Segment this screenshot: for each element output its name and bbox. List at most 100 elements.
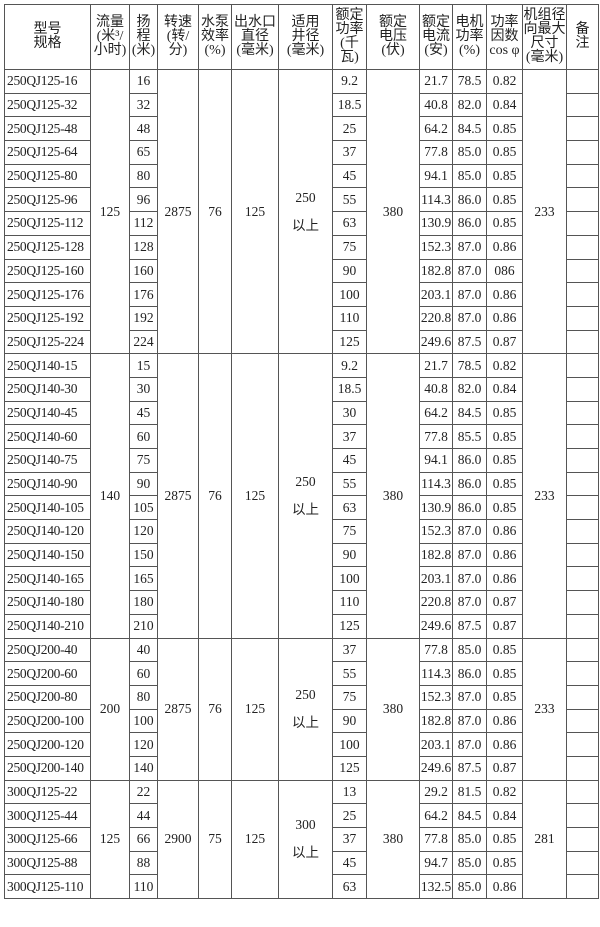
head-cell: 160 — [129, 258, 158, 284]
pump-efficiency-cell: 76 — [198, 68, 232, 355]
model-cell: 250QJ140-105 — [4, 495, 91, 521]
motor-efficiency-cell: 86.0 — [452, 448, 487, 473]
rated-power-cell: 63 — [332, 495, 367, 521]
remarks-cell — [566, 566, 599, 592]
power-factor-cell: 0.87 — [486, 329, 523, 355]
model-cell: 250QJ140-165 — [4, 566, 91, 592]
model-cell: 300QJ125-88 — [4, 850, 91, 876]
power-factor-cell: 0.84 — [486, 803, 523, 828]
flow-cell: 200 — [90, 637, 130, 781]
rated-current-cell: 77.8 — [419, 637, 453, 663]
power-factor-cell: 0.85 — [486, 827, 523, 852]
model-cell: 250QJ125-224 — [4, 329, 91, 355]
flow-cell: 125 — [90, 779, 130, 900]
table-row: 250QJ125-80 80 45 94.1 85.0 0.85 — [4, 163, 599, 189]
table-row: 250QJ125-16 125 16 2875 76 125 250 以上 9.2 380 21.… — [4, 68, 599, 355]
head-cell: 88 — [129, 850, 158, 876]
motor-efficiency-cell: 87.5 — [452, 613, 487, 639]
model-cell: 250QJ140-90 — [4, 471, 91, 497]
model-group: 250QJ125-16 125 16 2875 76 125 250 以上 9.2 380 21.… — [4, 68, 599, 355]
rated-power-cell: 63 — [332, 211, 367, 236]
motor-efficiency-cell: 84.5 — [452, 400, 487, 426]
motor-efficiency-cell: 85.0 — [452, 850, 487, 876]
remarks-cell — [566, 519, 599, 544]
motor-efficiency-cell: 87.0 — [452, 234, 487, 260]
remarks-cell — [566, 803, 599, 828]
table-row: 250QJ125-96 96 55 114.3 86.0 0.85 — [4, 187, 599, 213]
motor-efficiency-cell: 87.5 — [452, 755, 487, 781]
rated-power-cell: 30 — [332, 400, 367, 426]
outlet-diameter-cell: 125 — [231, 68, 279, 355]
outlet-diameter-cell: 125 — [231, 637, 279, 781]
power-factor-cell: 0.85 — [486, 116, 523, 142]
remarks-cell — [566, 353, 599, 378]
rated-voltage-cell: 380 — [366, 779, 420, 900]
rated-current-cell: 94.1 — [419, 448, 453, 473]
head-cell: 110 — [129, 874, 158, 900]
table-row: 250QJ125-192 192 110 220.8 87.0 0.86 — [4, 305, 599, 331]
motor-efficiency-cell: 87.0 — [452, 684, 487, 710]
power-factor-cell: 0.85 — [486, 471, 523, 497]
model-cell: 250QJ200-100 — [4, 708, 91, 734]
model-cell: 300QJ125-22 — [4, 779, 91, 805]
remarks-cell — [566, 495, 599, 521]
power-factor-cell: 0.85 — [486, 163, 523, 189]
motor-efficiency-cell: 86.0 — [452, 211, 487, 236]
remarks-cell — [566, 590, 599, 615]
remarks-cell — [566, 684, 599, 710]
rated-current-cell: 203.1 — [419, 282, 453, 307]
rated-power-cell: 45 — [332, 448, 367, 473]
power-factor-cell: 0.87 — [486, 755, 523, 781]
rated-current-cell: 130.9 — [419, 211, 453, 236]
model-cell: 250QJ200-140 — [4, 755, 91, 781]
model-cell: 250QJ125-160 — [4, 258, 91, 284]
model-cell: 250QJ125-48 — [4, 116, 91, 142]
motor-efficiency-cell: 87.0 — [452, 519, 487, 544]
rated-power-cell: 18.5 — [332, 376, 367, 402]
rated-voltage-cell: 380 — [366, 637, 420, 781]
power-factor-cell: 0.85 — [486, 187, 523, 213]
power-factor-cell: 0.85 — [486, 211, 523, 236]
motor-efficiency-cell: 84.5 — [452, 803, 487, 828]
remarks-cell — [566, 187, 599, 213]
rated-power-cell: 63 — [332, 874, 367, 900]
speed-cell: 2875 — [157, 68, 199, 355]
model-cell: 250QJ125-64 — [4, 140, 91, 165]
max-radial-size-cell: 281 — [522, 779, 567, 900]
motor-efficiency-cell: 86.0 — [452, 661, 487, 686]
head-cell: 96 — [129, 187, 158, 213]
header-remarks: 备 注 — [566, 4, 599, 70]
rated-current-cell: 220.8 — [419, 305, 453, 331]
speed-cell: 2875 — [157, 637, 199, 781]
motor-efficiency-cell: 85.5 — [452, 424, 487, 449]
rated-current-cell: 77.8 — [419, 424, 453, 449]
model-cell: 250QJ200-80 — [4, 684, 91, 710]
well-diameter-cell: 250 以上 — [278, 637, 333, 781]
table-row: 300QJ125-44 44 25 64.2 84.5 0.84 — [4, 803, 599, 828]
head-cell: 65 — [129, 140, 158, 165]
rated-power-cell: 45 — [332, 163, 367, 189]
flow-cell: 140 — [90, 353, 130, 639]
rated-power-cell: 25 — [332, 116, 367, 142]
motor-efficiency-cell: 82.0 — [452, 92, 487, 118]
model-cell: 250QJ140-180 — [4, 590, 91, 615]
remarks-cell — [566, 471, 599, 497]
power-factor-cell: 0.85 — [486, 140, 523, 165]
remarks-cell — [566, 424, 599, 449]
head-cell: 176 — [129, 282, 158, 307]
rated-power-cell: 13 — [332, 779, 367, 805]
model-cell: 250QJ140-120 — [4, 519, 91, 544]
remarks-cell — [566, 732, 599, 757]
remarks-cell — [566, 69, 599, 94]
rated-power-cell: 125 — [332, 329, 367, 355]
remarks-cell — [566, 140, 599, 165]
head-cell: 192 — [129, 305, 158, 331]
motor-efficiency-cell: 78.5 — [452, 353, 487, 378]
header-max-radial-size: 机组径 向最大 尺寸 (毫米) — [522, 4, 567, 70]
table-row: 250QJ125-64 65 37 77.8 85.0 0.85 — [4, 140, 599, 165]
table-row: 250QJ125-224 224 125 249.6 87.5 0.87 — [4, 329, 599, 355]
power-factor-cell: 0.86 — [486, 732, 523, 757]
power-factor-cell: 0.86 — [486, 234, 523, 260]
remarks-cell — [566, 400, 599, 426]
motor-efficiency-cell: 87.0 — [452, 305, 487, 331]
